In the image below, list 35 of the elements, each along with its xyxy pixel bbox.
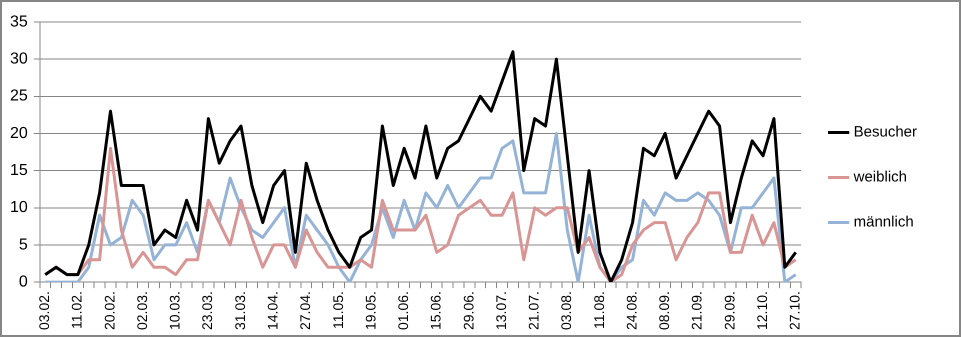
x-tick-label: 23.03. bbox=[199, 291, 216, 330]
y-tick-label: 25 bbox=[10, 88, 28, 105]
x-tick-label: 08.09. bbox=[656, 291, 672, 330]
legend-label: männlich bbox=[854, 214, 914, 231]
y-tick-label: 15 bbox=[10, 162, 28, 180]
x-tick-label: 12.10. bbox=[754, 291, 770, 330]
x-tick-label: 20.02. bbox=[101, 291, 118, 330]
x-tick-label: 01.06. bbox=[395, 291, 412, 330]
legend-label: Besucher bbox=[854, 124, 918, 141]
x-tick-label: 11.02. bbox=[68, 291, 85, 329]
legend-label: weiblich bbox=[852, 168, 907, 186]
x-tick-label: 21.09. bbox=[688, 291, 705, 330]
x-tick-label: 19.05. bbox=[362, 291, 378, 330]
x-tick-label: 10.03. bbox=[166, 291, 183, 330]
y-tick-label: 30 bbox=[10, 50, 28, 68]
x-tick-label: 29.06. bbox=[460, 291, 476, 330]
x-tick-label: 11.05. bbox=[330, 291, 346, 329]
y-tick-label: 5 bbox=[18, 236, 28, 254]
x-tick-label: 02.03. bbox=[134, 291, 150, 330]
x-tick-label: 29.09. bbox=[721, 291, 738, 330]
y-tick-label: 20 bbox=[10, 124, 28, 142]
x-tick-label: 14.04. bbox=[264, 291, 280, 330]
x-tick-label: 21.07. bbox=[526, 291, 542, 330]
x-tick-label: 03.02. bbox=[36, 291, 52, 330]
x-tick-label: 15.06. bbox=[428, 291, 444, 330]
y-tick-label: 35 bbox=[10, 13, 28, 30]
x-tick-label: 13.07. bbox=[492, 291, 509, 330]
y-tick-label: 0 bbox=[18, 273, 28, 290]
x-tick-label: 27.10. bbox=[786, 291, 803, 330]
x-tick-label: 31.03. bbox=[232, 291, 248, 330]
y-tick-label: 10 bbox=[10, 199, 28, 216]
x-tick-label: 24.08. bbox=[623, 291, 640, 330]
x-tick-label: 03.08. bbox=[558, 291, 574, 330]
x-tick-label: 11.08. bbox=[590, 291, 607, 329]
x-tick-label: 27.04. bbox=[297, 291, 314, 330]
